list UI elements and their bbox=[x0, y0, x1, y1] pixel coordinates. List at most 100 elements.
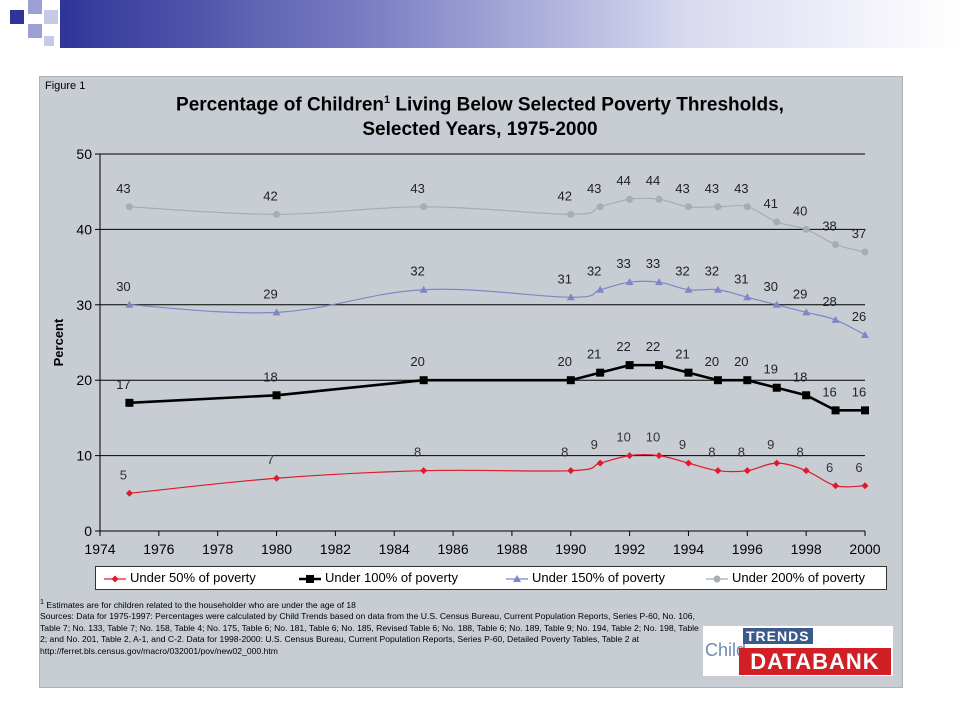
x-tick-label: 1976 bbox=[143, 541, 174, 557]
data-point-under100 bbox=[772, 383, 781, 392]
data-label-under100: 22 bbox=[646, 339, 660, 354]
data-label-under150: 33 bbox=[616, 256, 630, 271]
data-label-under100: 20 bbox=[558, 354, 572, 369]
y-tick-label: 40 bbox=[76, 221, 92, 237]
data-point-under150 bbox=[272, 308, 281, 316]
data-label-under100: 16 bbox=[852, 384, 866, 399]
data-point-under50 bbox=[655, 452, 663, 460]
decor-square bbox=[44, 36, 54, 46]
data-label-under50: 8 bbox=[708, 445, 715, 460]
data-label-under200: 37 bbox=[852, 226, 866, 241]
data-point-under150 bbox=[566, 293, 575, 301]
legend-swatch bbox=[506, 574, 528, 582]
data-label-under200: 43 bbox=[675, 181, 689, 196]
legend-item-under150: Under 150% of poverty bbox=[506, 570, 665, 585]
data-point-under200 bbox=[596, 203, 604, 211]
data-point-under150 bbox=[772, 300, 781, 308]
data-point-under50 bbox=[125, 489, 133, 497]
data-point-under150 bbox=[831, 315, 840, 323]
data-label-under200: 43 bbox=[116, 181, 130, 196]
data-label-under200: 38 bbox=[822, 218, 836, 233]
legend-swatch bbox=[706, 575, 728, 583]
data-label-under100: 21 bbox=[587, 347, 601, 362]
series-line-under200 bbox=[129, 197, 866, 253]
data-label-under100: 17 bbox=[116, 377, 130, 392]
y-tick-label: 50 bbox=[76, 146, 92, 162]
legend-swatch bbox=[299, 574, 321, 583]
data-point-under200 bbox=[802, 225, 810, 233]
x-tick-label: 1982 bbox=[320, 541, 351, 557]
data-label-under150: 30 bbox=[116, 279, 130, 294]
data-point-under50 bbox=[567, 467, 575, 475]
data-label-under50: 8 bbox=[561, 445, 568, 460]
data-point-under50 bbox=[714, 467, 722, 475]
data-label-under150: 33 bbox=[646, 256, 660, 271]
decor-square bbox=[44, 10, 58, 24]
x-tick-label: 1996 bbox=[732, 541, 763, 557]
data-point-under150 bbox=[861, 330, 869, 338]
series-line-under50 bbox=[129, 453, 866, 494]
decor-square bbox=[10, 10, 24, 24]
data-label-under100: 19 bbox=[763, 362, 777, 377]
title-subtitle: Selected Years, 1975-2000 bbox=[362, 119, 598, 141]
data-point-under200 bbox=[655, 195, 663, 203]
data-label-under150: 26 bbox=[852, 309, 866, 324]
data-point-under100 bbox=[713, 376, 722, 385]
data-point-under200 bbox=[714, 203, 722, 211]
legend-label: Under 100% of poverty bbox=[325, 570, 458, 585]
data-point-under200 bbox=[861, 248, 869, 256]
data-label-under200: 42 bbox=[263, 188, 277, 203]
data-point-under200 bbox=[567, 210, 575, 218]
data-point-under50 bbox=[684, 459, 692, 467]
x-tick-label: 2000 bbox=[849, 541, 880, 557]
child-trends-databank-logo: Child TRENDS DATABANK bbox=[703, 626, 893, 676]
title-footnote-mark: 1 bbox=[384, 94, 391, 106]
data-label-under150: 28 bbox=[822, 294, 836, 309]
chart-legend: Under 50% of poverty Under 100% of povert… bbox=[95, 566, 887, 590]
data-label-under150: 32 bbox=[410, 264, 424, 279]
logo-trends-text: TRENDS bbox=[743, 628, 813, 644]
data-label-under150: 31 bbox=[558, 271, 572, 286]
data-label-under200: 41 bbox=[763, 196, 777, 211]
data-label-under100: 18 bbox=[263, 369, 277, 384]
data-point-under100 bbox=[743, 376, 752, 385]
data-point-under200 bbox=[832, 240, 840, 248]
title-text: Percentage of Children bbox=[176, 94, 385, 116]
decor-square bbox=[28, 0, 42, 14]
data-point-under150 bbox=[802, 308, 811, 316]
data-point-under150 bbox=[655, 278, 664, 286]
data-label-under50: 5 bbox=[120, 467, 127, 482]
figure-label: Figure 1 bbox=[45, 80, 86, 92]
data-label-under50: 10 bbox=[646, 430, 660, 445]
data-point-under150 bbox=[125, 300, 134, 308]
data-point-under200 bbox=[684, 203, 692, 211]
data-label-under150: 32 bbox=[675, 264, 689, 279]
source-notes: 1 Estimates are for children related to … bbox=[40, 597, 700, 657]
data-label-under200: 42 bbox=[558, 188, 572, 203]
data-label-under200: 43 bbox=[410, 181, 424, 196]
data-point-under200 bbox=[773, 218, 781, 226]
data-label-under50: 7 bbox=[267, 452, 274, 467]
y-tick-label: 0 bbox=[84, 523, 92, 539]
data-point-under50 bbox=[273, 474, 281, 482]
data-point-under100 bbox=[419, 376, 428, 385]
data-label-under150: 32 bbox=[705, 264, 719, 279]
source-url[interactable]: http://ferret.bls.census.gov/macro/03200… bbox=[40, 645, 278, 656]
data-point-under150 bbox=[743, 293, 752, 301]
data-point-under50 bbox=[861, 482, 869, 490]
decor-square bbox=[28, 24, 42, 38]
data-label-under200: 43 bbox=[587, 181, 601, 196]
data-label-under200: 44 bbox=[616, 173, 630, 188]
logo-databank-text: DATABANK bbox=[739, 648, 891, 675]
data-label-under200: 44 bbox=[646, 173, 660, 188]
footnote-mark: 1 bbox=[40, 598, 44, 606]
data-label-under50: 9 bbox=[767, 437, 774, 452]
x-tick-label: 1980 bbox=[261, 541, 292, 557]
data-label-under150: 31 bbox=[734, 271, 748, 286]
data-point-under50 bbox=[773, 459, 781, 467]
data-label-under50: 8 bbox=[738, 445, 745, 460]
legend-label: Under 200% of poverty bbox=[732, 570, 865, 585]
data-point-under200 bbox=[125, 203, 133, 211]
data-point-under150 bbox=[419, 285, 428, 293]
